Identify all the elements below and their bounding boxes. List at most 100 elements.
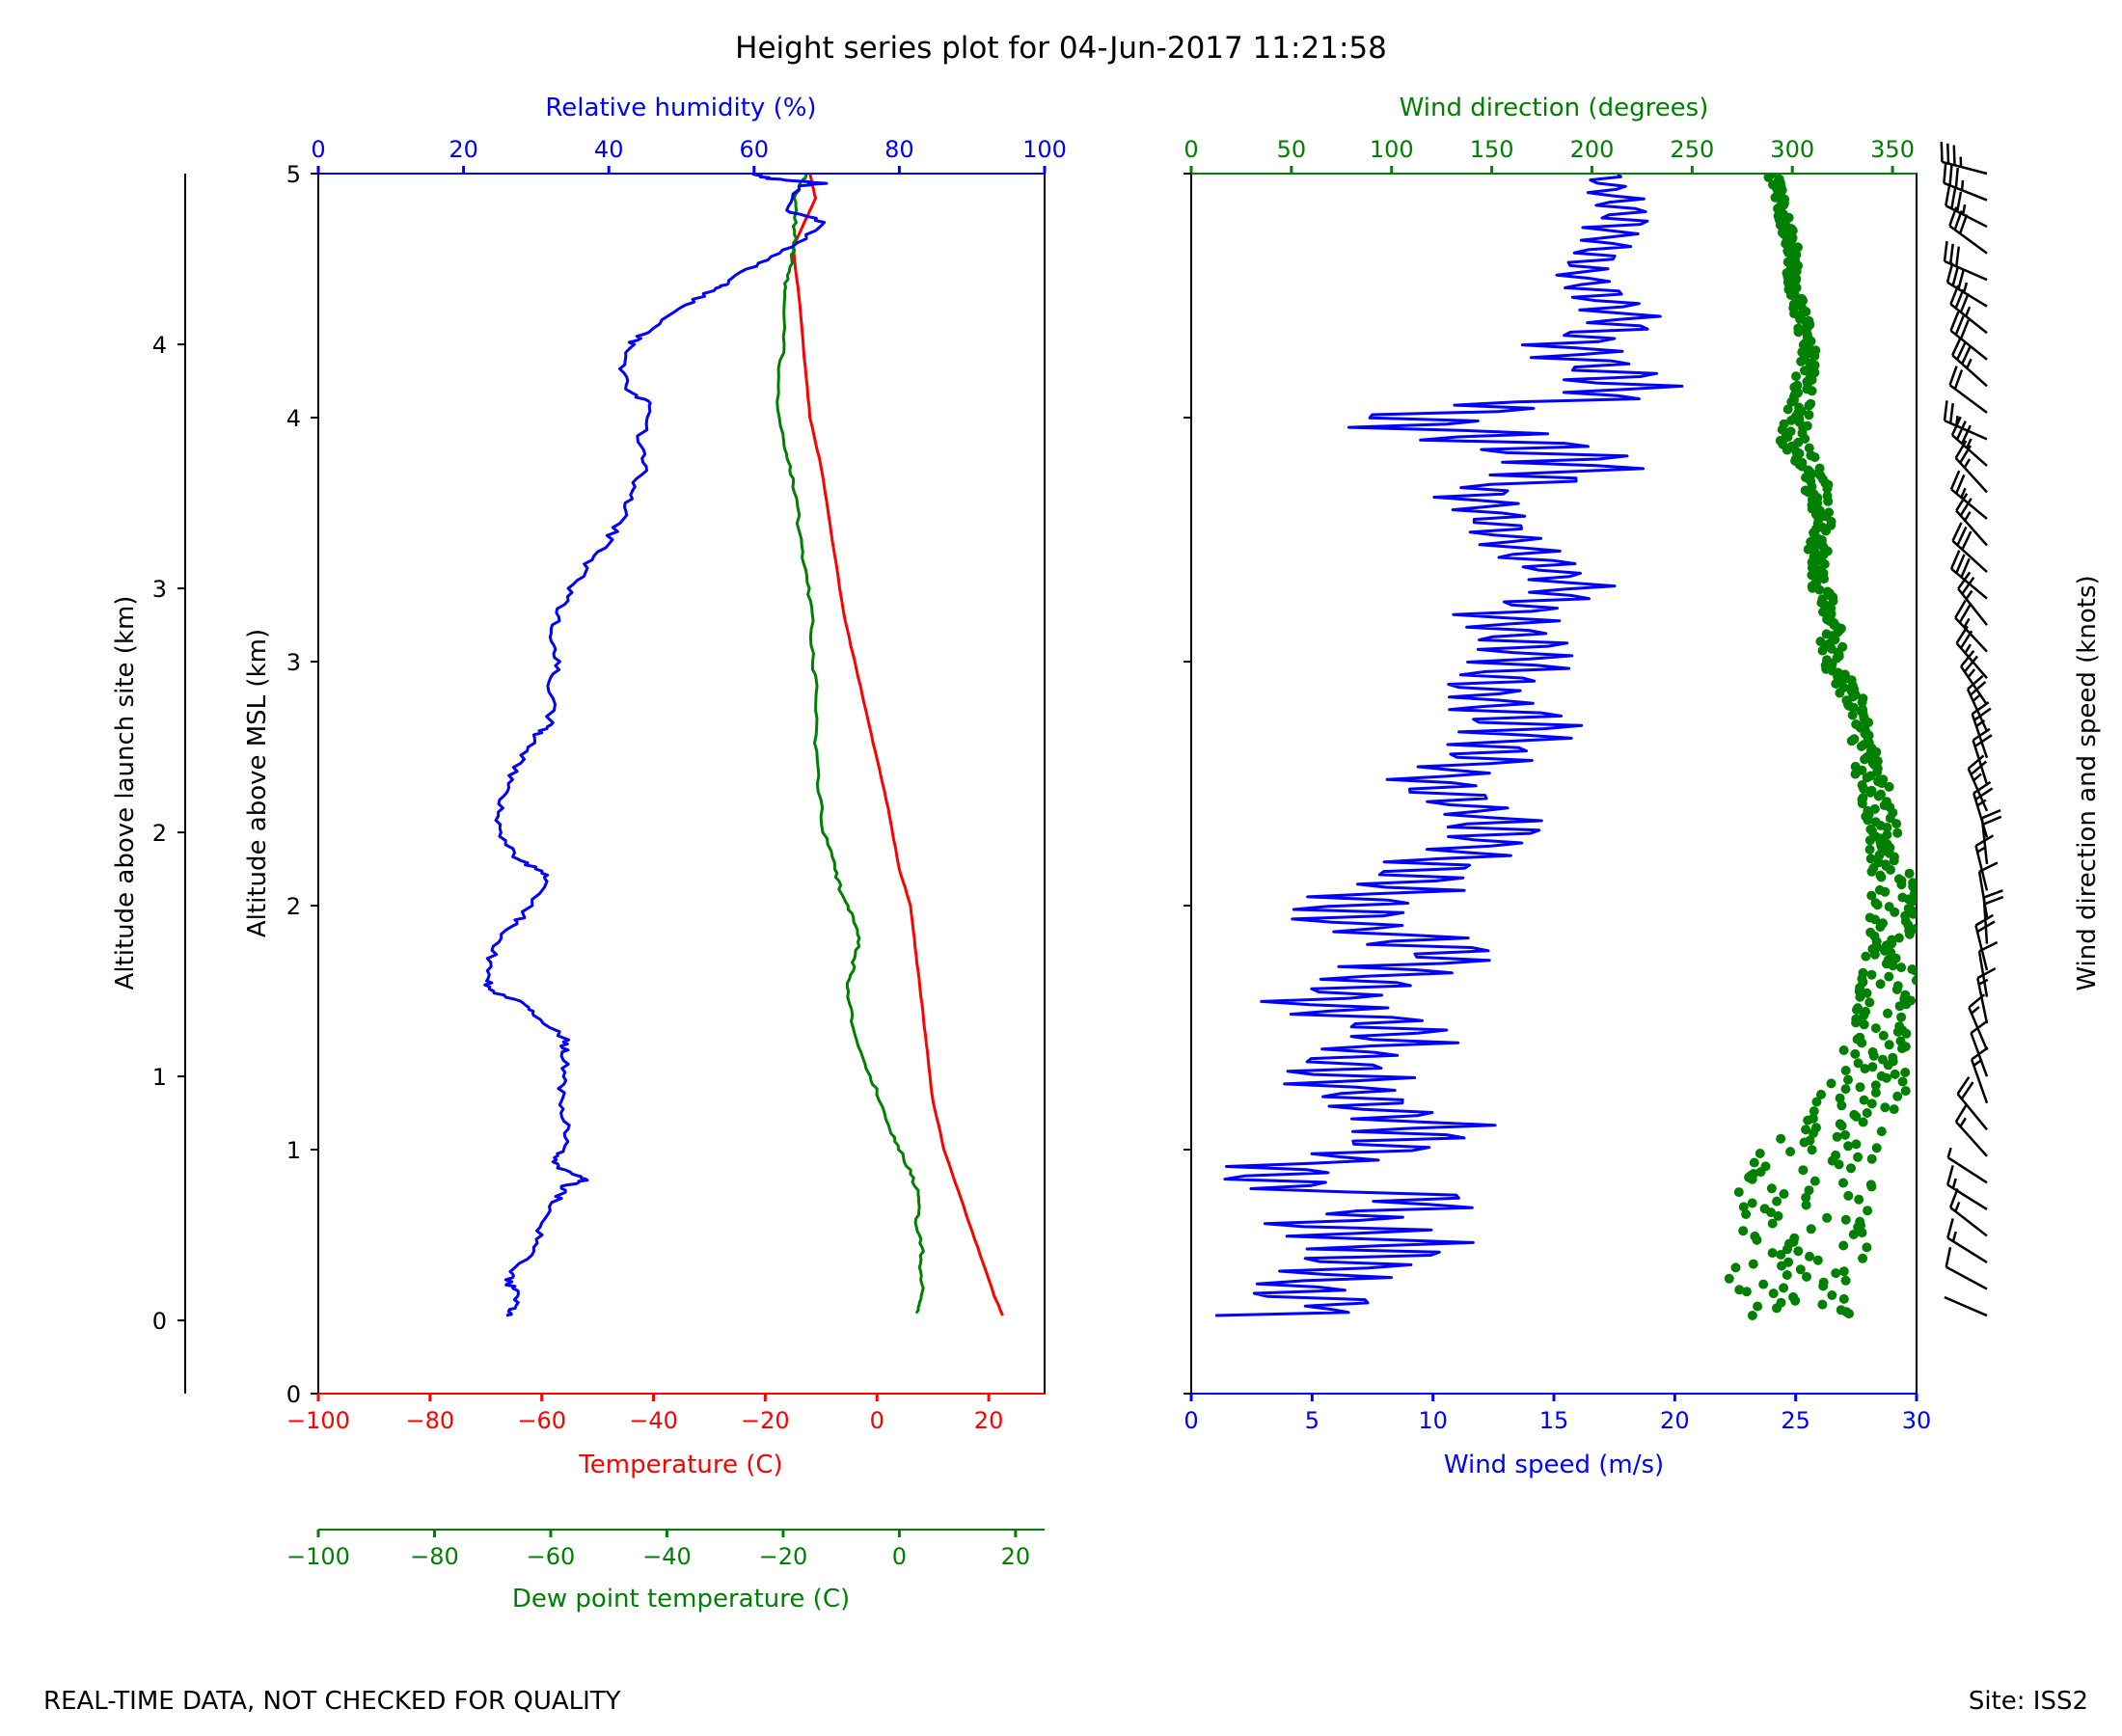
wind-direction-axis-label: Wind direction (degrees) (1400, 94, 1709, 122)
wind-barb-shaft (1954, 616, 1988, 653)
wind-barb-shaft (1972, 740, 1989, 785)
wind-direction-point (1859, 1019, 1869, 1030)
wind-direction-point (1855, 1082, 1865, 1093)
wind-barb-shaft (1954, 457, 1988, 494)
wind-direction-point (1900, 1068, 1911, 1077)
wind-direction-point (1851, 1139, 1862, 1150)
wind-direction-point (1772, 1196, 1782, 1207)
wind-direction-point (1816, 1089, 1826, 1099)
wind-barb-feather (1955, 420, 1967, 441)
wind-barb (1948, 366, 1988, 414)
wind-direction-point (1864, 844, 1875, 854)
wind-barb-half-feather (1967, 668, 1976, 678)
wind-direction-point (1873, 857, 1884, 868)
wind-direction-point (1859, 1095, 1869, 1105)
wind-barb-shaft (1942, 160, 1988, 176)
wind-direction-point (1861, 951, 1871, 962)
msl-axis: 0 1 2 3 4 5 (286, 161, 318, 1408)
dewpoint-axis-label: Dew point temperature (C) (512, 1585, 850, 1614)
wind-barb-half-feather (1971, 1006, 1980, 1015)
wind-direction-point (1861, 1006, 1871, 1017)
wind-direction-point (1887, 935, 1897, 945)
wind-barb (1966, 674, 1989, 732)
dewpoint-axis: −100 −80 −60 −40 −20 0 20 (286, 1529, 1045, 1570)
wind-barb-shaft (1945, 1265, 1988, 1290)
wind-direction-point (1858, 967, 1868, 978)
wind-direction-point (1803, 544, 1813, 555)
wind-direction-axis-tick-label: 150 (1470, 136, 1514, 163)
wind-direction-point (1897, 1076, 1908, 1087)
dewpoint-axis-tick-label: −60 (527, 1543, 576, 1570)
wind-barb-feather (1948, 1188, 1959, 1208)
wind-barb-feather (1967, 674, 1984, 691)
quality-note: REAL-TIME DATA, NOT CHECKED FOR QUALITY (43, 1687, 621, 1716)
wind-direction-point (1858, 704, 1868, 715)
wind-barb-half-feather (1961, 203, 1967, 215)
wind-barb-feather (1967, 754, 1985, 770)
wind-curves (1215, 174, 1917, 1320)
wind-direction-point (1792, 380, 1803, 391)
wind-direction-point (1730, 1262, 1741, 1273)
wind-direction-point (1878, 774, 1889, 785)
thermo-plot-frame (317, 173, 1046, 1395)
wind-barb-feather (1948, 402, 1954, 423)
wind-direction-point (1853, 1058, 1864, 1069)
wind-barb-feather (1970, 760, 1988, 776)
wind-direction-point (1884, 1040, 1894, 1050)
wind-direction-point (1893, 933, 1904, 943)
wind-direction-point (1893, 874, 1904, 884)
humidity-axis-label: Relative humidity (%) (545, 94, 816, 122)
wind-barb-half-feather (1963, 458, 1972, 469)
wind-direction-point (1826, 1078, 1836, 1089)
wind-direction-point (1836, 1305, 1846, 1316)
wind-barb-half-feather (1964, 511, 1972, 522)
wind-direction-point (1837, 641, 1848, 652)
wind-direction-point (1840, 1066, 1851, 1075)
wind-direction-point (1794, 402, 1805, 413)
wind-direction-point (1895, 1036, 1906, 1046)
wind-barb-shaft (1967, 768, 1989, 812)
wind-direction-point (1843, 1141, 1854, 1152)
wind-direction-point (1835, 1119, 1845, 1129)
wind-barb (1945, 185, 1988, 229)
wind-barb-feather (1954, 315, 1965, 336)
wind-barb-shaft (1949, 1207, 1988, 1237)
wind-barb-feather (1949, 550, 1961, 570)
wind-barb-feather (1954, 288, 1965, 310)
launch-site-axis: 0 1 2 3 4 (152, 174, 186, 1394)
launch-site-axis-label: Altitude above launch site (km) (111, 596, 140, 990)
wind-direction-point (1858, 1253, 1868, 1263)
wind-direction-point (1862, 1242, 1872, 1253)
wind-barb-shaft (1976, 977, 1989, 1024)
wind-direction-point (1900, 1086, 1911, 1097)
wind-direction-point (1782, 404, 1793, 415)
wind-barb-feather (1955, 474, 1966, 495)
wind-direction-axis-tick-label: 250 (1670, 136, 1714, 163)
temperature-axis-tick-label: −40 (629, 1407, 678, 1434)
wind-barb (1955, 493, 1988, 547)
wind-direction-point (1854, 1194, 1864, 1205)
wind-barb-feather (1951, 522, 1963, 542)
wind-barb-shaft (1966, 689, 1989, 732)
wind-barb-shaft (1974, 845, 1989, 891)
wind-speed-axis-tick-label: 25 (1781, 1407, 1810, 1434)
wind-direction-point (1838, 1266, 1849, 1277)
wind-direction-point (1865, 1180, 1876, 1190)
wind-direction-point (1836, 1100, 1847, 1111)
wind-barb-half-feather (1960, 179, 1965, 191)
wind-direction-point (1749, 1157, 1759, 1168)
wind-barb-feather (1959, 498, 1972, 517)
wind-direction-axis-tick-label: 350 (1870, 136, 1915, 163)
wind-direction-point (1793, 1246, 1804, 1257)
wind-direction-point (1857, 780, 1867, 790)
wind-direction-point (1881, 797, 1891, 807)
wind-barb-feather (1973, 707, 1992, 721)
wind-direction-point (1801, 1192, 1811, 1203)
wind-barb-half-feather (1954, 1201, 1961, 1212)
wind-direction-point (1870, 817, 1881, 827)
wind-barb (1940, 142, 1988, 176)
wind-barbs (1940, 142, 2004, 1317)
wind-barb-shaft (1944, 259, 1988, 282)
wind-direction-point (1807, 1145, 1817, 1155)
